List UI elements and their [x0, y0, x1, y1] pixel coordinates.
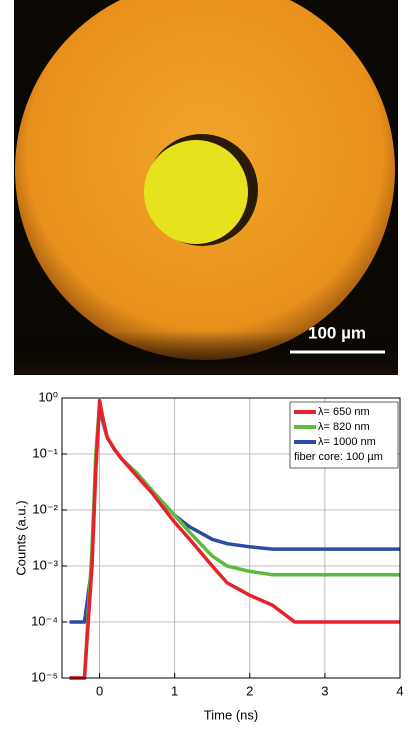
y-tick-label: 10⁰	[38, 389, 58, 404]
y-tick-label: 10⁻⁴	[31, 613, 58, 628]
x-tick-label: 0	[96, 683, 103, 698]
x-tick-label: 3	[321, 683, 328, 698]
annotation: fiber core: 100 µm	[294, 451, 383, 463]
figure: 100 µm Counts (a.u.) Time (ns) 10⁰10⁻¹10…	[0, 0, 409, 728]
x-tick-label: 4	[396, 683, 403, 698]
scale-label: 100 µm	[308, 323, 366, 342]
photo: 100 µm	[14, 0, 398, 375]
legend-label: λ= 650 nm	[318, 406, 370, 418]
y-tick-label: 10⁻³	[32, 557, 58, 572]
x-tick-label: 1	[171, 683, 178, 698]
y-tick-label: 10⁻¹	[32, 445, 58, 460]
legend-label: λ= 1000 nm	[318, 436, 376, 448]
page: 100 µm Counts (a.u.) Time (ns) 10⁰10⁻¹10…	[0, 0, 409, 728]
legend-label: λ= 820 nm	[318, 421, 370, 433]
x-tick-label: 2	[246, 683, 253, 698]
y-axis-label: Counts (a.u.)	[13, 500, 28, 575]
x-axis-label: Time (ns)	[204, 707, 258, 722]
y-tick-label: 10⁻²	[32, 501, 58, 516]
y-tick-label: 10⁻⁵	[31, 669, 58, 684]
